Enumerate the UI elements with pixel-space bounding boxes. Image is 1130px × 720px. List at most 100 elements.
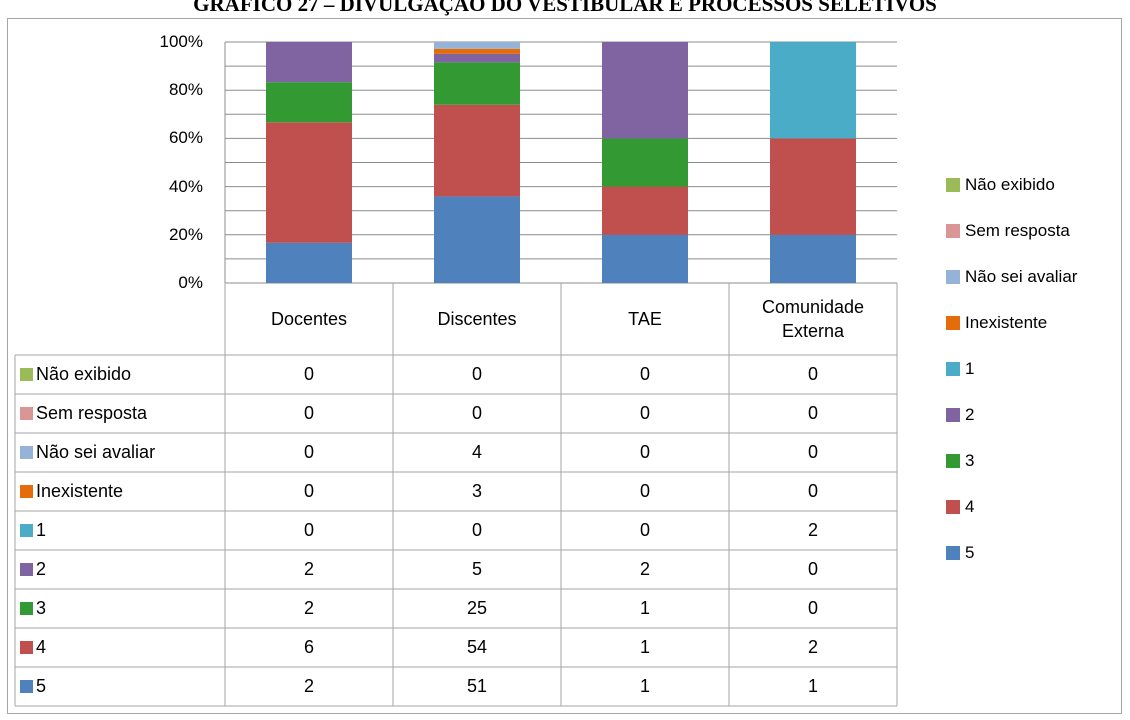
bar-tae-5	[602, 234, 688, 283]
bar-tae-4	[602, 186, 688, 235]
legend-item-2: 2	[946, 405, 974, 425]
table-row-label: 3	[16, 589, 225, 628]
legend-item-nao-sei-avaliar: Não sei avaliar	[946, 267, 1077, 287]
legend-label: Sem resposta	[965, 221, 1070, 240]
y-tick-label: 20%	[168, 224, 203, 244]
table-value: 0	[471, 520, 482, 541]
category-label-line: Discentes	[437, 308, 517, 329]
chart-frame	[7, 18, 1122, 714]
y-tick-label: 0%	[178, 273, 203, 292]
table-value: 0	[303, 481, 314, 502]
series-name: Não exibido	[36, 364, 132, 385]
bar-tae-3	[602, 138, 688, 187]
category-label-line: Comunidade	[761, 296, 865, 317]
table-value: 2	[303, 559, 314, 580]
legend-label: 3	[965, 451, 975, 470]
table-row-label: Sem resposta	[16, 394, 225, 433]
legend-key-swatch	[20, 641, 33, 654]
series-name: Não sei avaliar	[36, 442, 156, 463]
table-value: 1	[639, 637, 650, 658]
table-value: 51	[466, 676, 488, 697]
table-value: 0	[807, 403, 818, 424]
legend-swatch	[946, 224, 960, 238]
y-tick-label: 60%	[168, 128, 203, 148]
bar-tae-2	[602, 42, 688, 139]
bar-discentes-5	[434, 196, 520, 283]
legend-item-3: 3	[946, 451, 974, 471]
table-value: 0	[807, 364, 818, 385]
series-name: Sem resposta	[36, 403, 148, 424]
table-value: 2	[303, 598, 314, 619]
table-value: 4	[471, 442, 482, 463]
table-value: 0	[639, 442, 650, 463]
table-value: 2	[807, 520, 818, 541]
table-row-label: 2	[16, 550, 225, 589]
table-value: 0	[807, 442, 818, 463]
legend-key-swatch	[20, 407, 33, 420]
table-value: 1	[639, 676, 650, 697]
bar-docentes-3	[266, 82, 352, 123]
legend-key-swatch	[20, 602, 33, 615]
legend-swatch	[946, 408, 960, 422]
legend-label: Não exibido	[965, 175, 1055, 194]
table-value: 2	[639, 559, 650, 580]
table-row-label: 1	[16, 511, 225, 550]
table-value: 1	[639, 598, 650, 619]
table-value: 2	[807, 637, 818, 658]
legend-key-swatch	[20, 446, 33, 459]
category-label: Discentes	[393, 283, 561, 355]
table-value: 0	[303, 520, 314, 541]
y-tick-label: 40%	[168, 176, 203, 196]
table-value: 0	[807, 559, 818, 580]
table-value: 0	[303, 442, 314, 463]
page-title: GRÁFICO 27 – DIVULGAÇÃO DO VESTIBULAR E …	[193, 0, 937, 16]
table-value: 2	[303, 676, 314, 697]
y-tick-label: 80%	[168, 80, 203, 100]
table-value: 0	[639, 520, 650, 541]
bar-comunidade-externa-5	[770, 234, 856, 283]
table-value: 0	[471, 364, 482, 385]
legend-item-sem-resposta: Sem resposta	[946, 221, 1070, 241]
category-label-line: Docentes	[270, 308, 348, 329]
series-name: 2	[36, 559, 47, 580]
category-label-line: Externa	[781, 321, 845, 341]
table-value: 0	[639, 403, 650, 424]
table-value: 5	[471, 559, 482, 580]
bar-comunidade-externa-4	[770, 138, 856, 235]
bar-discentes-nao-sei-avaliar	[434, 42, 520, 49]
bar-docentes-5	[266, 242, 352, 283]
table-value: 0	[807, 598, 818, 619]
table-row-label: 5	[16, 667, 225, 706]
series-name: 4	[36, 637, 47, 658]
table-value: 54	[466, 637, 488, 658]
bar-discentes-4	[434, 104, 520, 197]
legend-swatch	[946, 270, 960, 284]
table-value: 0	[303, 364, 314, 385]
legend-label: 2	[965, 405, 975, 424]
category-label: Comunidade Externa	[729, 283, 897, 355]
legend-key-swatch	[20, 524, 33, 537]
series-name: 1	[36, 520, 47, 541]
legend-item-1: 1	[946, 359, 974, 379]
legend-key-swatch	[20, 368, 33, 381]
bar-docentes-2	[266, 42, 352, 83]
category-label: Docentes	[225, 283, 393, 355]
bar-discentes-2	[434, 53, 520, 63]
table-row-label: Não exibido	[16, 355, 225, 394]
category-label: TAE	[561, 283, 729, 355]
legend-item-inexistente: Inexistente	[946, 313, 1047, 333]
series-name: 5	[36, 676, 47, 697]
bar-docentes-4	[266, 122, 352, 243]
legend-label: Não sei avaliar	[965, 267, 1078, 286]
table-row-label: Não sei avaliar	[16, 433, 225, 472]
table-row-label: Inexistente	[16, 472, 225, 511]
table-value: 0	[639, 481, 650, 502]
legend-swatch	[946, 316, 960, 330]
series-name: Inexistente	[36, 481, 124, 502]
table-value: 3	[471, 481, 482, 502]
legend-key-swatch	[20, 680, 33, 693]
legend-swatch	[946, 546, 960, 560]
table-value: 25	[466, 598, 488, 619]
legend-swatch	[946, 362, 960, 376]
